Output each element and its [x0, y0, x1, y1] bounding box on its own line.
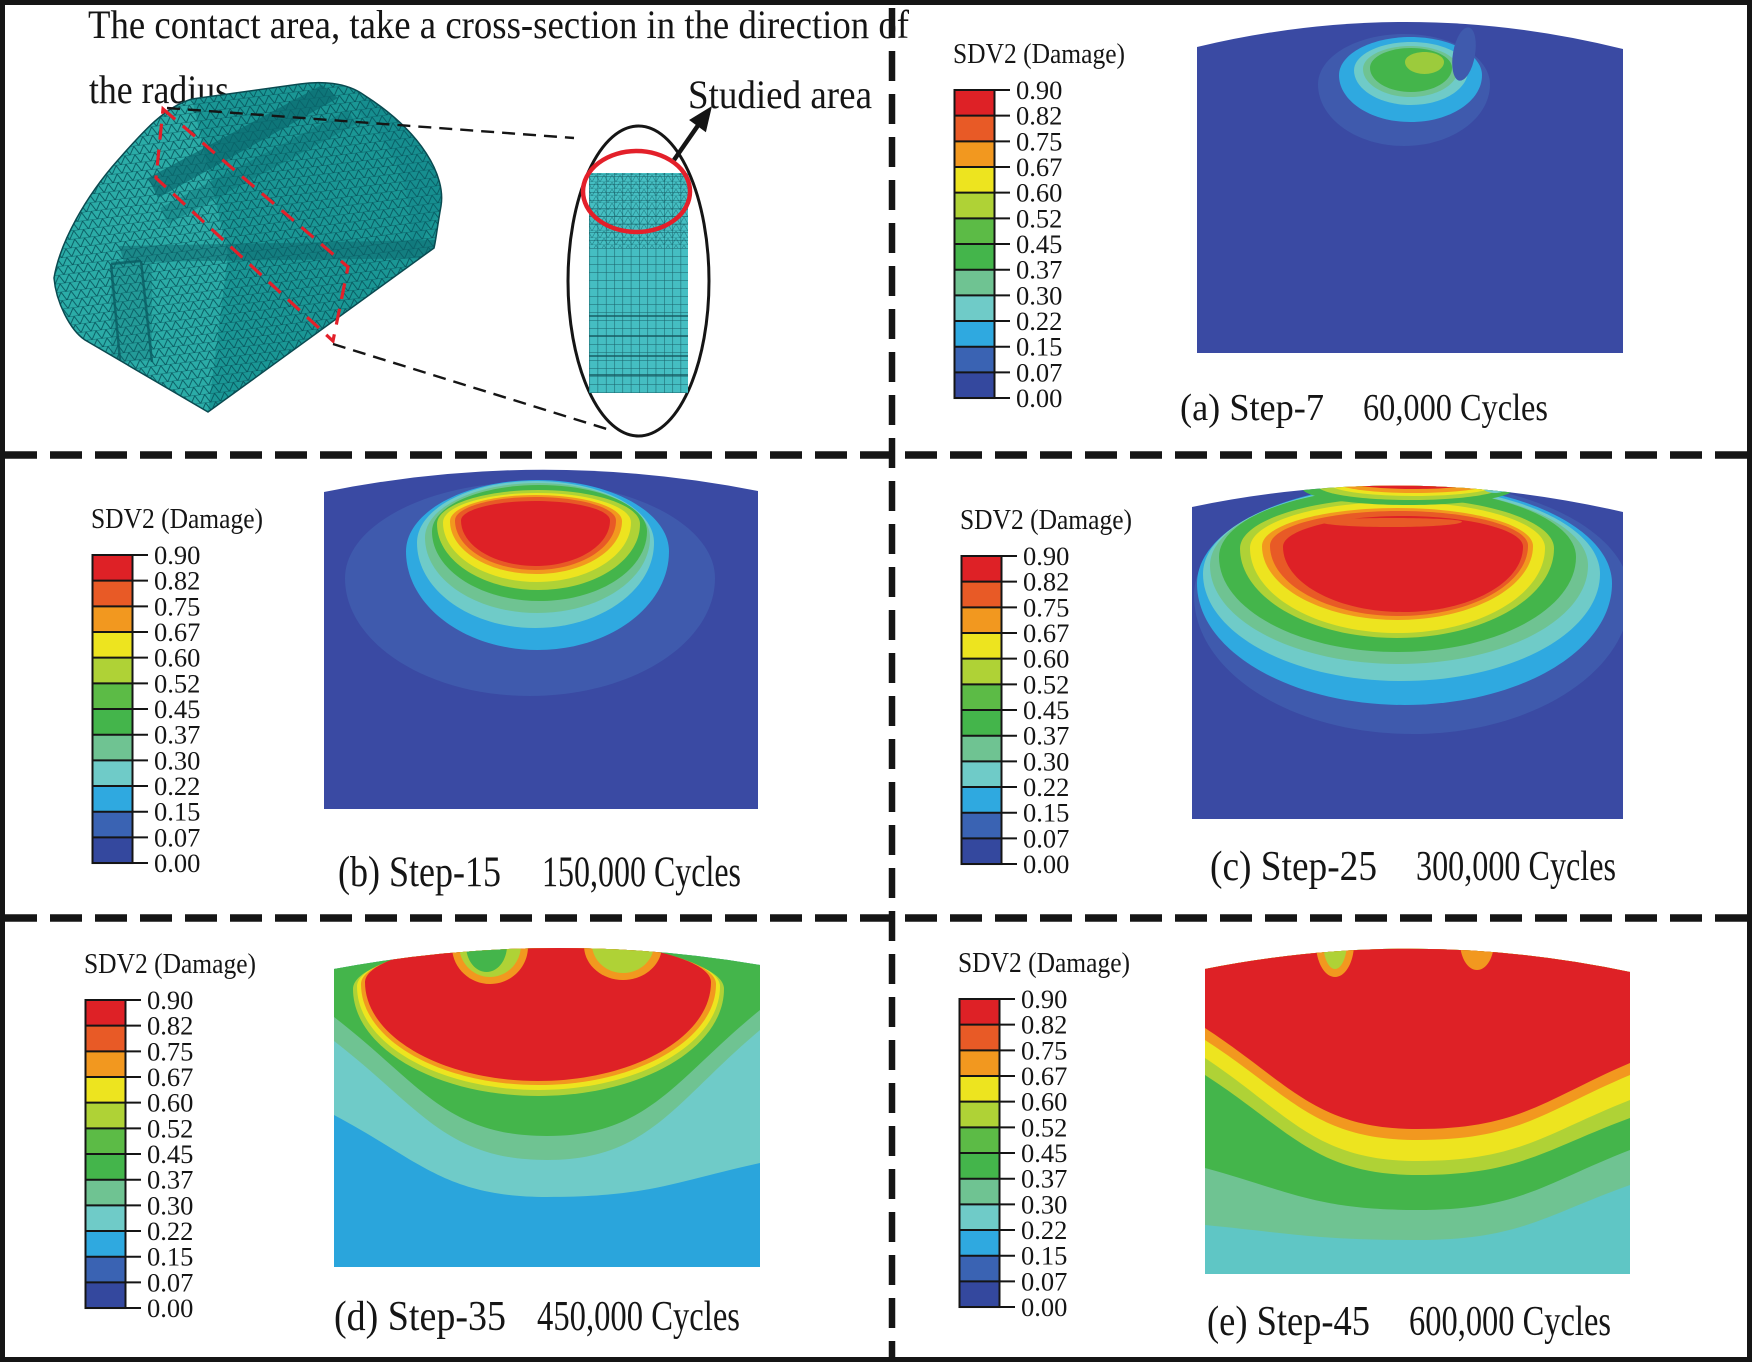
- svg-text:(b) Step-15: (b) Step-15: [338, 849, 501, 896]
- svg-text:(e) Step-45: (e) Step-45: [1207, 1299, 1370, 1345]
- svg-text:(c) Step-25: (c) Step-25: [1210, 844, 1377, 890]
- svg-text:The contact area, take a cross: The contact area, take a cross-section i…: [88, 2, 910, 47]
- svg-text:(a) Step-7: (a) Step-7: [1180, 387, 1324, 429]
- svg-text:600,000 Cycles: 600,000 Cycles: [1409, 1299, 1611, 1345]
- svg-text:150,000 Cycles: 150,000 Cycles: [542, 849, 741, 896]
- svg-text:450,000 Cycles: 450,000 Cycles: [537, 1294, 740, 1340]
- svg-text:60,000 Cycles: 60,000 Cycles: [1363, 387, 1548, 429]
- svg-text:300,000 Cycles: 300,000 Cycles: [1416, 844, 1616, 890]
- svg-text:Studied area: Studied area: [688, 72, 872, 117]
- svg-text:(d) Step-35: (d) Step-35: [334, 1294, 506, 1340]
